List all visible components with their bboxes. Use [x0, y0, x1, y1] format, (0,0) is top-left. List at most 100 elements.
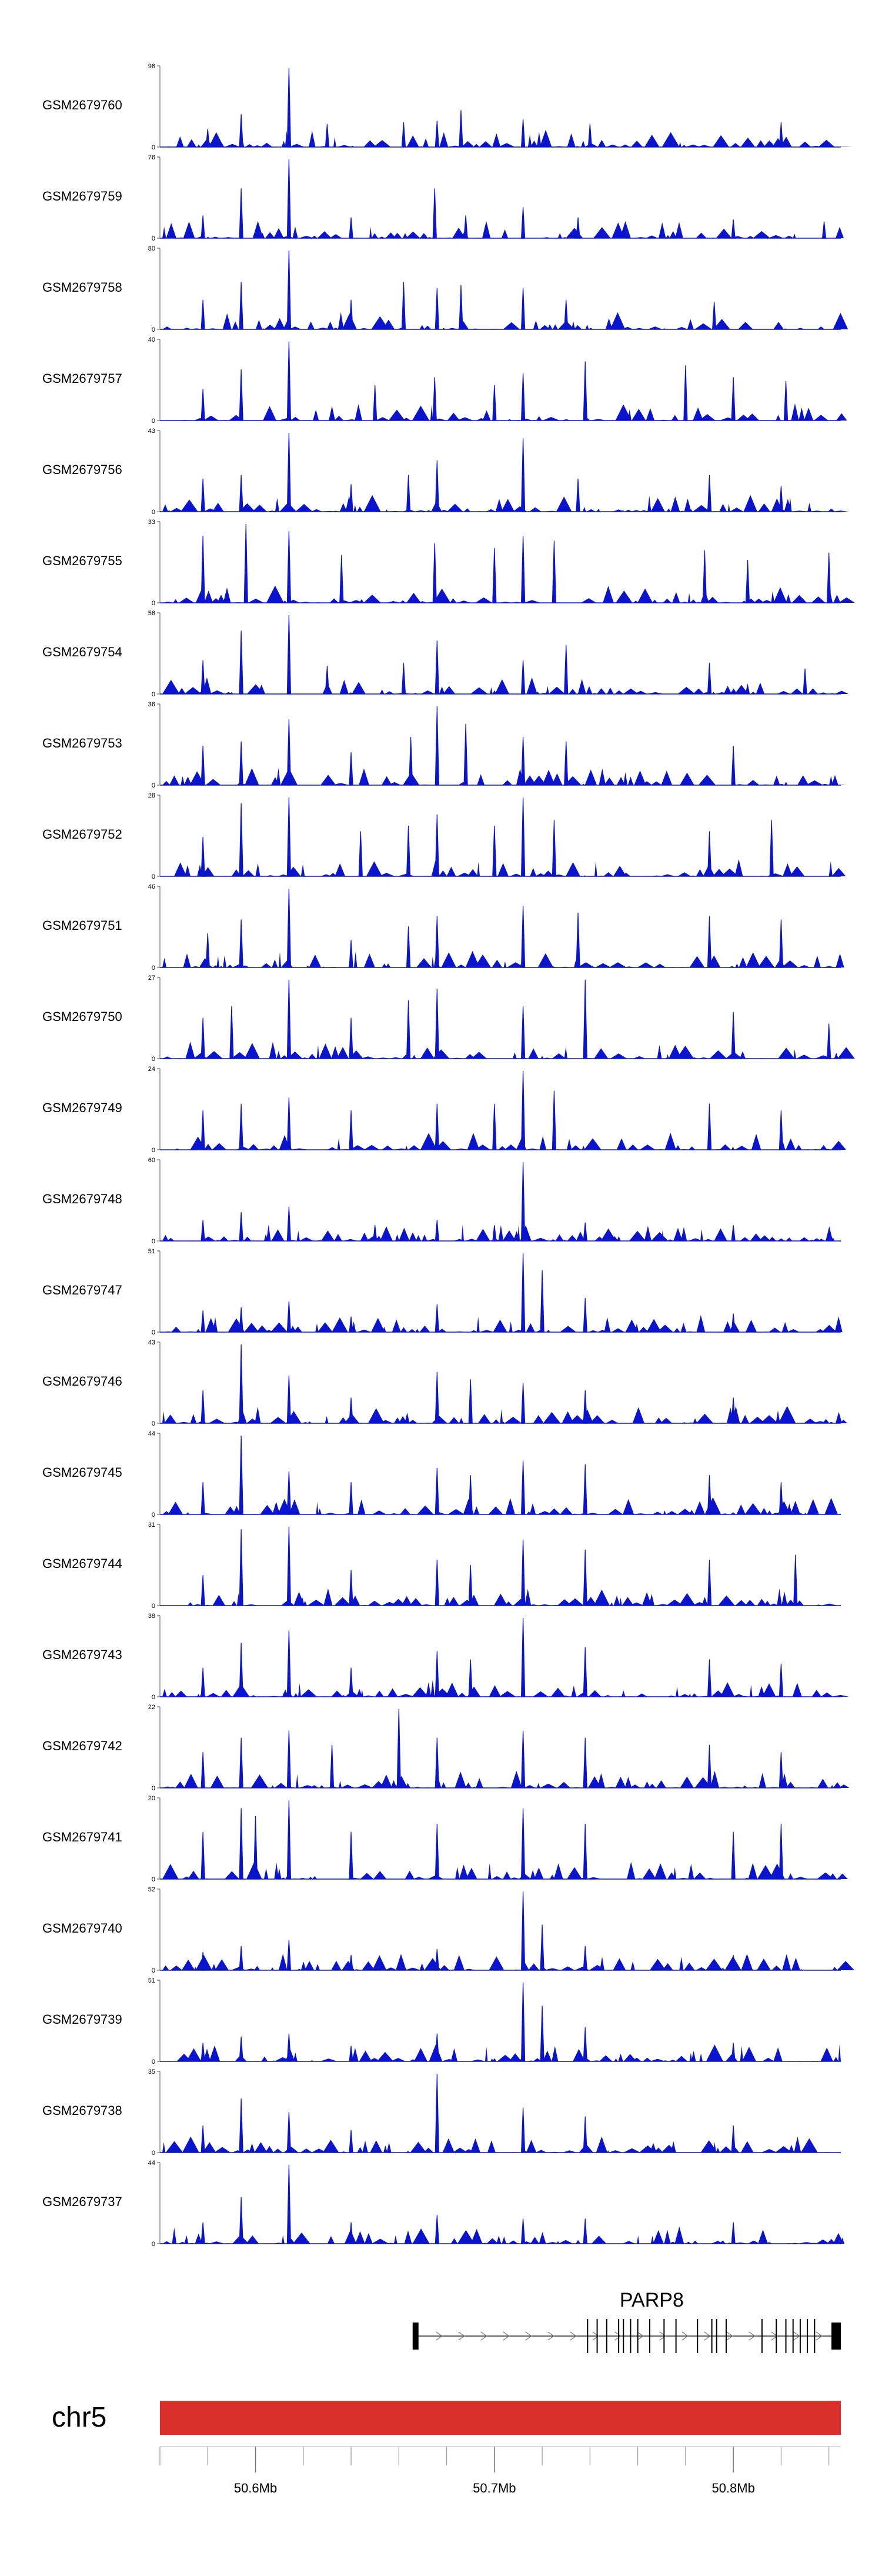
- strand-arrow: [659, 2331, 666, 2341]
- signal-peak: [201, 1482, 205, 1515]
- gene-exon: [630, 2319, 632, 2353]
- coverage-area: [162, 129, 853, 147]
- y-max-label: 52: [148, 1886, 155, 1893]
- signal-peak: [435, 2033, 439, 2062]
- y-min-label: 0: [152, 1147, 155, 1154]
- signal-peak: [731, 2125, 736, 2153]
- signal-peak: [779, 1110, 784, 1150]
- signal-peak: [520, 1617, 526, 1697]
- track-gsm2679750: GSM2679750 27 0: [42, 975, 855, 1063]
- signal-peak: [349, 1667, 353, 1697]
- signal-peak: [239, 1529, 243, 1606]
- signal-peak: [492, 385, 497, 421]
- coverage-area: [162, 1042, 855, 1059]
- strand-arrow: [637, 2331, 644, 2341]
- signal-peak: [432, 543, 437, 603]
- signal-peak: [243, 523, 248, 603]
- gene-exon: [596, 2319, 598, 2353]
- signal-peak: [520, 1006, 526, 1059]
- coverage-area: [162, 951, 844, 967]
- track-gsm2679738: GSM2679738 35 0: [42, 2068, 846, 2157]
- signal-peak: [435, 916, 439, 968]
- chromosome-label: chr5: [52, 2402, 106, 2433]
- strand-arrow: [592, 2331, 599, 2341]
- signal-peak: [349, 2046, 353, 2062]
- signal-peak: [463, 723, 468, 786]
- y-min-label: 0: [152, 235, 155, 242]
- signal-peak: [583, 1946, 587, 1971]
- coverage-area: [162, 677, 849, 694]
- signal-peak: [552, 540, 557, 603]
- signal-peak: [520, 737, 526, 786]
- signal-peak: [201, 1220, 205, 1242]
- gene-exon: [606, 2319, 607, 2353]
- y-min-label: 0: [152, 2058, 155, 2066]
- signal-peak: [201, 1390, 205, 1424]
- signal-peak: [239, 1212, 243, 1242]
- track-gsm2679757: GSM2679757 40 0: [42, 336, 847, 425]
- signal-peak: [520, 1982, 526, 2062]
- signal-peak: [520, 1253, 526, 1333]
- coverage-area: [162, 585, 855, 603]
- gene-exon: [623, 2319, 624, 2353]
- signal-peak: [286, 68, 292, 148]
- y-max-label: 35: [148, 2068, 155, 2076]
- signal-peak: [576, 478, 580, 512]
- signal-peak: [520, 1891, 526, 1971]
- signal-peak: [435, 1103, 439, 1150]
- signal-peak: [435, 1651, 439, 1697]
- y-max-label: 44: [148, 1430, 155, 1437]
- signal-peak: [779, 1824, 784, 1880]
- y-min-label: 0: [152, 1603, 155, 1610]
- signal-peak: [520, 1808, 526, 1880]
- signal-peak: [201, 1017, 205, 1059]
- signal-peak: [401, 663, 406, 695]
- signal-peak: [583, 2116, 587, 2153]
- y-max-label: 76: [148, 154, 155, 161]
- signal-peak: [520, 536, 526, 603]
- signal-peak: [583, 1549, 587, 1606]
- signal-peak: [435, 1304, 439, 1333]
- y-max-label: 27: [148, 975, 155, 982]
- signal-peak: [349, 299, 353, 330]
- signal-peak: [239, 282, 243, 330]
- signal-peak: [286, 341, 292, 421]
- strand-arrow: [458, 2331, 465, 2341]
- y-min-label: 0: [152, 2150, 155, 2157]
- strand-arrow: [793, 2331, 800, 2341]
- track-gsm2679751: GSM2679751 46 0: [42, 883, 844, 972]
- signal-peak: [201, 836, 205, 877]
- signal-peak: [779, 1482, 784, 1515]
- signal-peak: [731, 2043, 736, 2062]
- signal-peak: [201, 1831, 205, 1880]
- signal-peak: [286, 615, 292, 695]
- gene-exon: [792, 2319, 794, 2353]
- gene-exon: [618, 2319, 620, 2353]
- signal-peak: [286, 1940, 292, 1971]
- signal-peak: [803, 668, 807, 695]
- signal-peak: [406, 475, 411, 512]
- y-min-label: 0: [152, 782, 155, 789]
- signal-peak: [731, 1831, 736, 1880]
- strand-arrow: [771, 2331, 778, 2341]
- y-max-label: 51: [148, 1977, 155, 1984]
- track-label: GSM2679746: [42, 1374, 122, 1389]
- y-min-label: 0: [152, 1329, 155, 1336]
- signal-peak: [201, 1310, 205, 1333]
- signal-peak: [731, 1012, 736, 1059]
- signal-peak: [239, 919, 243, 968]
- y-max-label: 60: [148, 1157, 155, 1164]
- signal-peak: [349, 1570, 353, 1606]
- track-gsm2679753: GSM2679753 36 0: [42, 701, 847, 789]
- track-gsm2679746: GSM2679746 43 0: [42, 1339, 847, 1427]
- signal-peak: [520, 288, 526, 330]
- signal-peak: [520, 1460, 526, 1515]
- signal-peak: [731, 2222, 736, 2244]
- signal-peak: [401, 282, 406, 330]
- signal-peak: [201, 478, 205, 512]
- y-min-label: 0: [152, 965, 155, 972]
- y-max-label: 56: [148, 610, 155, 617]
- signal-peak: [779, 919, 784, 968]
- signal-peak: [406, 1000, 411, 1059]
- signal-peak: [286, 888, 292, 968]
